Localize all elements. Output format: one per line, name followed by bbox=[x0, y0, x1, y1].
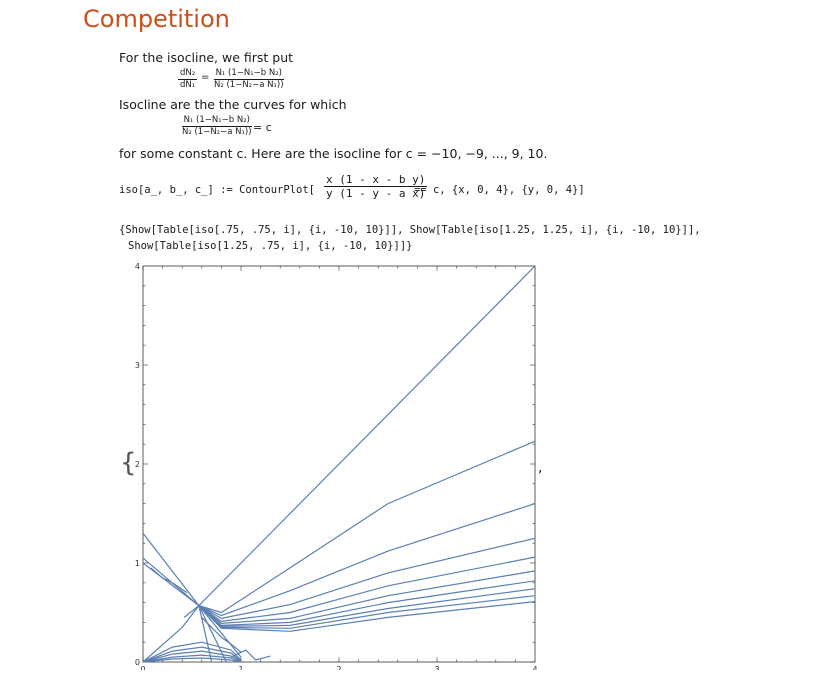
isocline-curve-21 bbox=[201, 616, 242, 653]
code-iso-definition-suffix[interactable]: == c, {x, 0, 4}, {y, 0, 4}] bbox=[414, 184, 585, 196]
fraction-denominator: dN₁ bbox=[180, 79, 196, 90]
isocline-curve-3 bbox=[198, 537, 536, 620]
x-tick-label: 1 bbox=[238, 665, 243, 670]
equals-sign: = bbox=[201, 72, 210, 83]
isocline-curve-18 bbox=[142, 654, 242, 663]
fraction-numerator: N₁ (1−N₁−b N₂) bbox=[213, 68, 284, 80]
isocline-fraction: N₁ (1−N₁−b N₂) N₂ (1−N₂−a N₁)) bbox=[180, 116, 254, 136]
plot-curves bbox=[142, 265, 536, 663]
isocline-curve-15 bbox=[142, 641, 242, 663]
output-open-brace: { bbox=[120, 448, 137, 478]
x-tick-label: 0 bbox=[140, 665, 145, 670]
isocline-curve-14 bbox=[142, 605, 200, 663]
fraction-numerator: dN₂ bbox=[178, 68, 198, 80]
y-tick-label: 3 bbox=[135, 361, 140, 370]
isocline-curve-9 bbox=[198, 601, 536, 632]
para-isocline-curves: Isocline are the the curves for which bbox=[119, 97, 347, 112]
isocline-curve-1 bbox=[198, 440, 536, 614]
equals-c: = c bbox=[253, 121, 272, 134]
y-tick-label: 0 bbox=[135, 658, 140, 667]
isocline-curve-2 bbox=[198, 503, 536, 617]
fraction-denominator: N₂ (1−N₂−a N₁)) bbox=[182, 126, 252, 137]
isocline-curve-12 bbox=[142, 562, 200, 607]
isocline-curve-5 bbox=[198, 570, 536, 625]
para-isocline-constants: for some constant c. Here are the isocli… bbox=[119, 146, 548, 161]
code-contour-fraction: x (1 - x - b y) y (1 - y - a x) bbox=[324, 173, 428, 200]
isocline-curve-17 bbox=[142, 650, 242, 663]
code-fraction-denominator: y (1 - y - a x) bbox=[326, 187, 426, 200]
isocline-curve-19 bbox=[142, 657, 242, 663]
code-show-table-line1[interactable]: {Show[Table[iso[.75, .75, i], {i, -10, 1… bbox=[119, 224, 701, 236]
isocline-curve-22 bbox=[230, 649, 271, 661]
fraction-denominator: N₂ (1−N₂−a N₁)) bbox=[214, 79, 284, 90]
x-tick-label: 3 bbox=[434, 665, 439, 670]
isocline-curve-20 bbox=[150, 567, 188, 594]
para-isocline-intro: For the isocline, we first put bbox=[119, 50, 294, 65]
fraction-numerator: N₁ (1−N₁−b N₂) bbox=[181, 115, 252, 127]
section-title: Competition bbox=[83, 5, 230, 33]
x-tick-label: 4 bbox=[532, 665, 537, 670]
y-tick-label: 4 bbox=[135, 262, 140, 271]
y-tick-label: 2 bbox=[135, 460, 140, 469]
output-comma: , bbox=[538, 460, 543, 476]
isocline-curve-10 bbox=[142, 532, 242, 658]
isocline-curve-4 bbox=[198, 556, 536, 623]
code-fraction-numerator: x (1 - x - b y) bbox=[324, 173, 428, 187]
y-tick-label: 1 bbox=[135, 559, 140, 568]
derivative-fraction: dN₂ dN₁ bbox=[178, 68, 198, 90]
x-tick-label: 2 bbox=[336, 665, 341, 670]
contour-plot-svg: 0 1 2 3 4 0 1 2 3 4 bbox=[135, 262, 538, 674]
isocline-curve-6 bbox=[198, 580, 536, 627]
plot-frame: 0 1 2 3 4 0 1 2 3 4 bbox=[135, 262, 538, 674]
contour-plot[interactable]: 0 1 2 3 4 0 1 2 3 4 bbox=[118, 260, 548, 674]
code-iso-definition-prefix[interactable]: iso[a_, b_, c_] := ContourPlot[ bbox=[119, 184, 315, 196]
isocline-curve-0 bbox=[198, 265, 536, 607]
rhs-fraction: N₁ (1−N₁−b N₂) N₂ (1−N₂−a N₁)) bbox=[212, 69, 286, 89]
code-show-table-line2[interactable]: Show[Table[iso[1.25, .75, i], {i, -10, 1… bbox=[128, 240, 413, 252]
